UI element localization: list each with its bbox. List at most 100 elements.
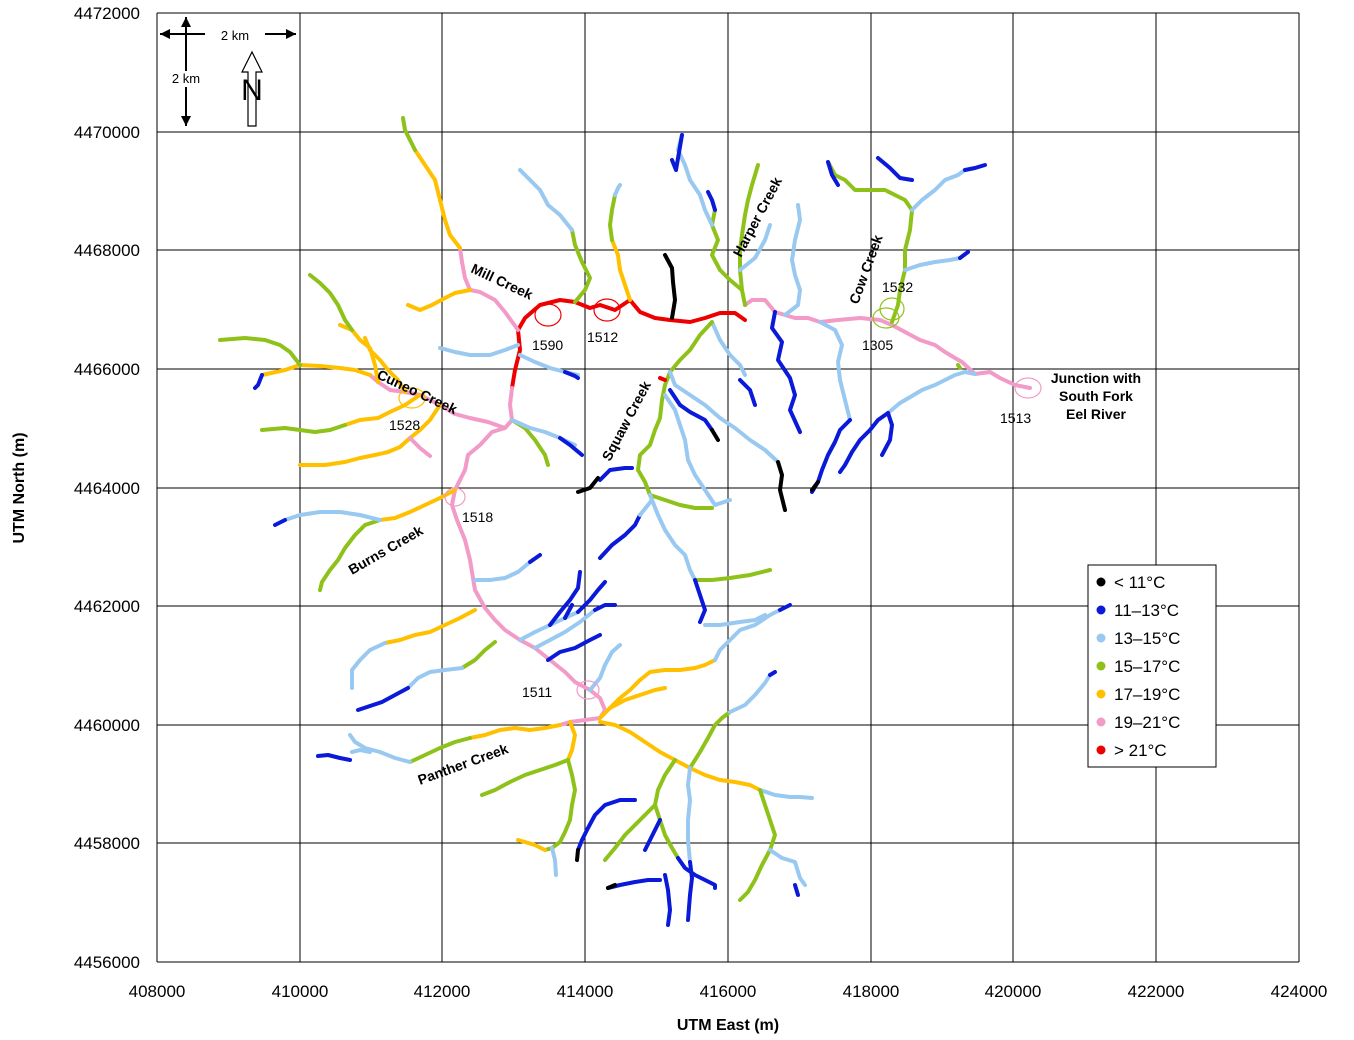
stream-segment — [383, 608, 477, 645]
stream-segment — [576, 476, 600, 494]
grid — [156, 12, 1300, 963]
stream-segment — [793, 883, 800, 897]
site-marker-1512[interactable] — [593, 298, 621, 322]
legend-label: 19–21°C — [1114, 713, 1180, 732]
stream-segment — [668, 370, 780, 464]
creek-label-panther: Panther Creek — [416, 740, 511, 788]
stream-segment — [368, 373, 507, 430]
site-label-1518: 1518 — [462, 509, 493, 525]
stream-segment — [480, 758, 570, 797]
creek-label-cuneo: Cuneo Creek — [375, 366, 460, 417]
legend-label: 11–13°C — [1114, 601, 1179, 620]
stream-segment — [643, 818, 662, 852]
stream-segment — [688, 710, 732, 770]
scale-vertical-label: 2 km — [172, 71, 200, 86]
stream-segment — [510, 298, 747, 390]
stream-segment — [298, 403, 442, 467]
site-label-1590: 1590 — [532, 337, 563, 353]
stream-segment — [458, 246, 520, 332]
stream-segment — [636, 320, 714, 497]
site-marker-1305[interactable] — [872, 307, 900, 329]
scale-horizontal-label: 2 km — [221, 28, 249, 43]
legend-swatch — [1096, 689, 1106, 699]
y-tick-label: 4466000 — [74, 360, 140, 379]
stream-segment — [668, 388, 714, 432]
stream-segment — [703, 613, 767, 627]
stream-segment — [728, 673, 772, 714]
stream-segment — [776, 460, 787, 512]
stream-segment — [563, 603, 574, 620]
stream-segment — [550, 846, 558, 877]
y-axis-title: UTM North (m) — [11, 432, 28, 543]
stream-segment — [533, 608, 597, 650]
legend-label: 13–15°C — [1114, 629, 1180, 648]
x-tick-label: 422000 — [1128, 982, 1185, 1001]
stream-segment — [598, 466, 634, 482]
stream-segment — [546, 633, 602, 662]
site-marker-1513[interactable] — [1014, 377, 1042, 399]
stream-segment — [890, 208, 914, 324]
x-tick-label: 414000 — [557, 982, 614, 1001]
stream-segment — [880, 411, 894, 457]
stream-segment — [308, 273, 354, 332]
legend: < 11°C 11–13°C 13–15°C 15–17°C 17–19°C 1… — [1087, 564, 1217, 768]
stream-segment — [663, 393, 732, 507]
stream-segment — [460, 640, 497, 670]
stream-segment — [610, 238, 632, 302]
creek-label-harper: Harper Creek — [730, 174, 786, 259]
stream-segment — [473, 560, 532, 582]
stream-segment — [738, 223, 772, 272]
legend-swatch — [1096, 605, 1106, 615]
site-marker-1528[interactable] — [398, 387, 426, 409]
site-label-1532: 1532 — [882, 279, 913, 295]
legend-swatch — [1096, 633, 1106, 643]
stream-segment — [910, 168, 967, 212]
stream-segment — [438, 343, 520, 357]
stream-segment — [283, 510, 382, 522]
y-tick-labels: 4472000 4470000 4468000 4466000 4464000 … — [74, 4, 140, 972]
x-tick-labels: 408000 410000 412000 414000 416000 41800… — [129, 982, 1328, 1001]
stream-segment — [758, 788, 814, 800]
stream-segment — [706, 190, 717, 212]
stream-segment — [343, 393, 422, 427]
stream-segment — [218, 336, 302, 367]
stream-segment — [260, 363, 372, 377]
y-tick-label: 4472000 — [74, 4, 140, 23]
stream-network — [218, 116, 1032, 927]
x-tick-label: 420000 — [985, 982, 1042, 1001]
site-marker-1518[interactable] — [444, 487, 466, 507]
stream-segment — [468, 723, 562, 740]
stream-segment — [738, 163, 760, 292]
stream-segment — [613, 183, 622, 197]
stream-segment — [350, 641, 387, 690]
creek-label-mill: Mill Creek — [469, 260, 536, 303]
stream-segment — [570, 228, 592, 304]
stream-segment — [606, 883, 617, 890]
stream-segment — [450, 386, 607, 727]
y-tick-label: 4470000 — [74, 123, 140, 142]
legend-swatch — [1096, 661, 1106, 671]
junction-label-line-3: Eel River — [1066, 406, 1126, 422]
site-label-1511: 1511 — [522, 684, 552, 700]
x-axis-title: UTM East (m) — [677, 1017, 779, 1034]
stream-segment — [710, 428, 720, 442]
stream-segment — [406, 288, 472, 312]
site-labels: 1590 1512 1532 1305 1513 1528 1518 1511 — [389, 279, 1031, 700]
site-marker-1511[interactable] — [576, 680, 600, 700]
legend-box — [1087, 564, 1217, 768]
legend-swatch — [1096, 717, 1106, 727]
junction-label-line-1: Junction with — [1051, 370, 1141, 386]
stream-segment — [598, 513, 642, 560]
x-tick-label: 416000 — [700, 982, 757, 1001]
x-tick-label: 424000 — [1271, 982, 1328, 1001]
north-label: N — [241, 74, 263, 107]
junction-label-line-2: South Fork — [1059, 388, 1133, 404]
stream-segment — [543, 758, 577, 852]
legend-swatch — [1096, 745, 1106, 755]
stream-segment — [350, 748, 372, 754]
stream-segment — [653, 758, 680, 860]
stream-segment — [838, 411, 890, 474]
stream-segment — [413, 148, 462, 250]
site-marker-1590[interactable] — [534, 303, 562, 327]
stream-segment — [603, 803, 657, 862]
